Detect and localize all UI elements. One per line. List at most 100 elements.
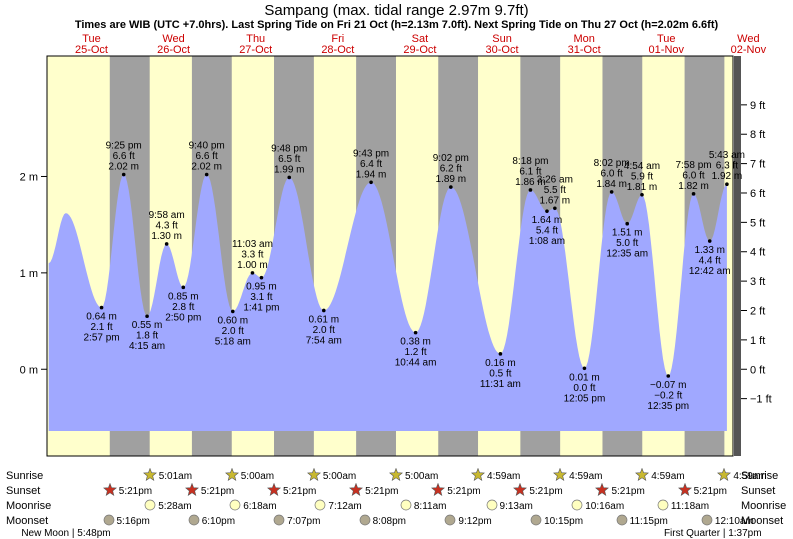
tide-label: 2.0 ft: [222, 326, 244, 337]
tide-point: [691, 192, 696, 196]
moonrise-cell-time: 8:11am: [413, 501, 447, 513]
tide-label: 8:18 pm: [512, 156, 548, 167]
moonset-cell-time: 9:12pm: [458, 516, 492, 528]
moonset-cell: 9:12pm: [444, 514, 492, 529]
moonset-cell-time: 10:15pm: [544, 516, 584, 528]
sunset-cell-icon: [431, 482, 446, 500]
moonrise-cell-icon: [314, 499, 326, 514]
tide-label: 6.3 ft: [716, 161, 738, 172]
day-dow: Tue: [657, 33, 676, 45]
moon-phase-note: New Moon | 5:48pm: [21, 528, 111, 539]
daylight-band: [724, 56, 733, 456]
tide-label: 9:43 pm: [353, 148, 389, 159]
tide-label: 0.60 m: [217, 315, 248, 326]
tide-point: [121, 172, 126, 177]
day-dow: Sun: [492, 33, 512, 45]
sunrise-cell-time: 4:59am: [569, 471, 603, 483]
day-date: 25-Oct: [75, 44, 108, 56]
tide-label: 0.0 ft: [573, 383, 595, 394]
moonrise-cell-icon: [571, 499, 583, 514]
moonset-cell: 5:16pm: [103, 514, 150, 529]
tide-point: [259, 275, 264, 280]
moonrise-cell-icon: [144, 499, 156, 514]
sunrise-cell: 4:59am: [635, 467, 685, 485]
tide-label: 11:03 am: [232, 239, 273, 250]
day-date: 30-Oct: [486, 44, 519, 56]
sunset-cell-icon: [267, 482, 281, 500]
tide-label: 5.4 ft: [536, 226, 558, 237]
y-tick-label-ft: 9 ft: [750, 100, 765, 112]
tide-label: 0.38 m: [400, 337, 431, 348]
tide-point: [369, 180, 373, 185]
moonrise-cell-time: 6:18am: [243, 501, 277, 513]
tide-label: 6.0 ft: [682, 170, 704, 181]
y-tick-label-ft: 1 ft: [750, 335, 765, 347]
y-tick-label-ft: 6 ft: [750, 188, 765, 200]
sunset-cell-time: 5:21pm: [283, 486, 317, 498]
day-header: Tue25-OctWed26-OctThu27-OctFri28-OctSat2…: [75, 33, 767, 56]
moonset-cell-time: 7:07pm: [287, 516, 321, 528]
tide-label: 5.0 ft: [616, 238, 638, 249]
tide-point: [287, 175, 292, 180]
sunset-cell-icon: [513, 482, 528, 500]
tide-label: 9:25 pm: [106, 141, 142, 152]
moonset-cell-icon: [530, 514, 542, 529]
sunrise-cell-time: 4:59am: [487, 471, 521, 483]
y-tick-label-ft: 7 ft: [750, 159, 765, 171]
tide-label: 5.5 ft: [544, 185, 566, 196]
moonrise-cell: 10:16am: [571, 499, 624, 514]
tide-point: [181, 285, 186, 290]
tide-label: 1.51 m: [612, 228, 643, 239]
tide-label: 9:40 pm: [189, 141, 225, 152]
tide-label: 5:43 am: [709, 150, 745, 161]
sunrise-cell-time: 5:00am: [404, 471, 439, 483]
tide-point: [528, 188, 533, 192]
tide-label: 1.92 m: [712, 171, 743, 182]
tide-label: 0.16 m: [485, 358, 516, 369]
tide-label: −0.2 ft: [654, 391, 682, 402]
tide-label: 1.64 m: [532, 215, 563, 226]
tide-label: 1.8 ft: [136, 331, 158, 342]
moonset-cell: 10:15pm: [530, 514, 583, 529]
sunset-cell-time: 5:21pm: [447, 486, 481, 498]
moonset-cell-icon: [273, 514, 285, 529]
tide-label: 3.1 ft: [250, 292, 272, 303]
moonrise-label-left: Moonrise: [6, 500, 52, 512]
sunrise-cell-icon: [717, 467, 732, 485]
tide-label: 8:02 pm: [594, 158, 630, 169]
tide-point: [230, 309, 235, 314]
tide-label: 0.5 ft: [489, 368, 511, 379]
sunrise-cell-icon: [471, 467, 486, 485]
sunset-cell-icon: [102, 482, 117, 500]
tide-label: 12:42 am: [689, 266, 731, 277]
tide-label: 0.55 m: [132, 320, 163, 331]
day-date: 27-Oct: [239, 44, 272, 56]
tide-label: 5.9 ft: [631, 171, 653, 182]
tide-label: 0.01 m: [569, 372, 600, 383]
tide-label: 1.89 m: [436, 174, 467, 185]
tide-label: 12:05 pm: [564, 393, 606, 404]
moonset-cell: 6:10pm: [188, 514, 235, 529]
tide-label: 2.1 ft: [90, 322, 112, 333]
sunset-cell-icon: [595, 482, 610, 500]
day-dow: Mon: [573, 33, 594, 45]
day-date: 02-Nov: [731, 44, 767, 56]
sunset-cell: 5:21pm: [595, 482, 645, 500]
tide-label: 6.4 ft: [360, 159, 382, 170]
moonset-cell-icon: [701, 514, 713, 529]
tide-label: 12:35 am: [606, 249, 648, 260]
tide-label: −0.07 m: [650, 380, 686, 391]
moonset-cell-time: 12:10am: [714, 516, 754, 528]
moonrise-cell-icon: [229, 499, 241, 514]
tide-label: 5:18 am: [215, 336, 251, 347]
moonset-cell-icon: [359, 514, 371, 529]
sunrise-label-right: Sunrise: [741, 470, 779, 482]
tide-label: 1:08 am: [529, 236, 565, 247]
sunrise-cell-time: 4:59am: [651, 471, 685, 483]
tide-label: 1.82 m: [678, 181, 709, 192]
tide-label: 6.1 ft: [519, 166, 541, 177]
moonrise-cell-icon: [657, 499, 669, 514]
tide-label: 1.94 m: [356, 169, 387, 180]
tide-label: 0.95 m: [246, 282, 277, 293]
tide-label: 4:54 am: [624, 161, 660, 172]
